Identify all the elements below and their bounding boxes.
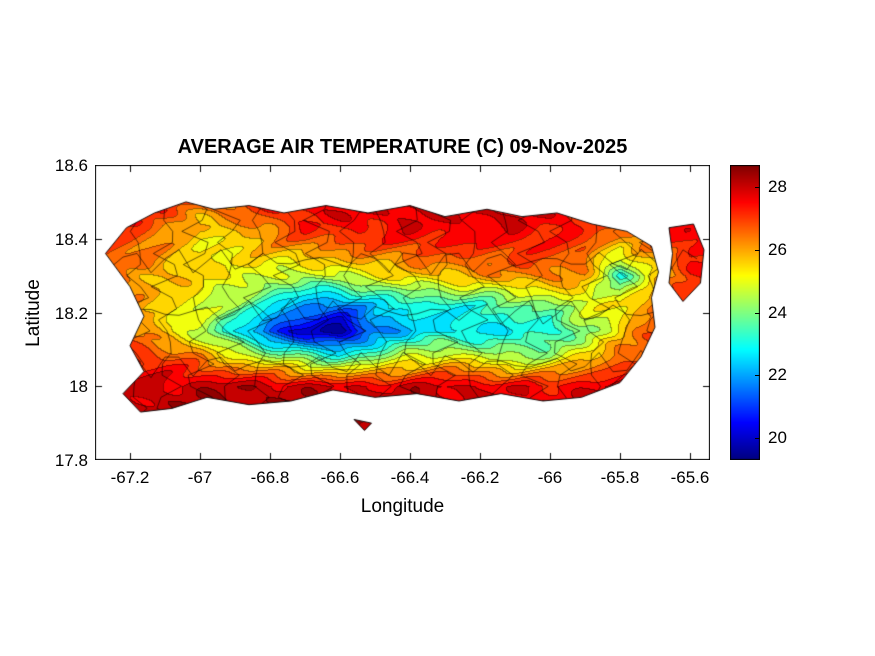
x-tick-label: -66.6 (320, 468, 360, 487)
x-tick-label: -65.8 (600, 468, 640, 487)
y-tick-label: 18.2 (54, 303, 88, 323)
colorbar-tick-mark (755, 375, 760, 376)
y-tick-label: 18.6 (54, 156, 88, 175)
x-tick-label: -66.8 (250, 468, 290, 487)
x-tick-label: -66 (537, 468, 563, 487)
colorbar-canvas (730, 165, 760, 460)
colorbar-tick-label: 28 (768, 176, 787, 196)
x-tick-label: -66.4 (390, 468, 430, 487)
plot-title: AVERAGE AIR TEMPERATURE (C) 09-Nov-2025 (177, 136, 628, 158)
colorbar-tick-label: 22 (768, 365, 787, 385)
x-tick-label: -65.6 (670, 468, 710, 487)
x-tick-label: -67.2 (110, 468, 150, 487)
colorbar-tick-label: 20 (768, 428, 787, 448)
colorbar (730, 165, 760, 460)
y-tick-label: 17.8 (54, 451, 88, 470)
colorbar-tick-label: 26 (768, 239, 787, 259)
y-tick-label: 18.4 (54, 229, 88, 249)
colorbar-tick-mark (755, 187, 760, 188)
x-axis-label: Longitude (360, 496, 445, 517)
x-tick-label: -66.2 (460, 468, 500, 487)
temperature-map-canvas (95, 165, 710, 460)
y-axis-tick-labels: 17.8 18 18.2 18.4 18.6 (30, 156, 88, 470)
x-tick-label: -67 (187, 468, 213, 487)
colorbar-tick-mark (755, 313, 760, 314)
colorbar-tick-mark (755, 438, 760, 439)
plot-area (95, 165, 710, 460)
y-axis-label: Latitude (23, 278, 44, 347)
x-axis-tick-labels: -67.2 -67 -66.8 -66.6 -66.4 -66.2 -66 -65.8 -65.… (95, 468, 710, 488)
colorbar-tick-mark (755, 250, 760, 251)
y-tick-label: 18 (69, 377, 88, 397)
colorbar-tick-label: 24 (768, 302, 787, 322)
